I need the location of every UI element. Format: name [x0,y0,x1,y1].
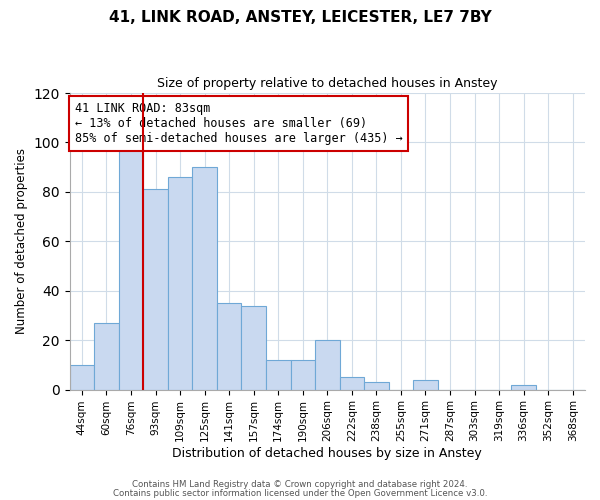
Bar [119,148,143,390]
Bar [168,177,193,390]
Bar [193,167,217,390]
Bar [413,380,438,390]
Bar [70,365,94,390]
Bar [364,382,389,390]
Bar [315,340,340,390]
Bar [143,190,168,390]
Bar [266,360,290,390]
Y-axis label: Number of detached properties: Number of detached properties [15,148,28,334]
Bar [94,323,119,390]
Bar [241,306,266,390]
Bar [217,303,241,390]
Text: 41 LINK ROAD: 83sqm
← 13% of detached houses are smaller (69)
85% of semi-detach: 41 LINK ROAD: 83sqm ← 13% of detached ho… [75,102,403,145]
Text: 41, LINK ROAD, ANSTEY, LEICESTER, LE7 7BY: 41, LINK ROAD, ANSTEY, LEICESTER, LE7 7B… [109,10,491,25]
Bar [290,360,315,390]
Title: Size of property relative to detached houses in Anstey: Size of property relative to detached ho… [157,78,497,90]
Bar [511,384,536,390]
Text: Contains public sector information licensed under the Open Government Licence v3: Contains public sector information licen… [113,488,487,498]
X-axis label: Distribution of detached houses by size in Anstey: Distribution of detached houses by size … [172,447,482,460]
Text: Contains HM Land Registry data © Crown copyright and database right 2024.: Contains HM Land Registry data © Crown c… [132,480,468,489]
Bar [340,377,364,390]
